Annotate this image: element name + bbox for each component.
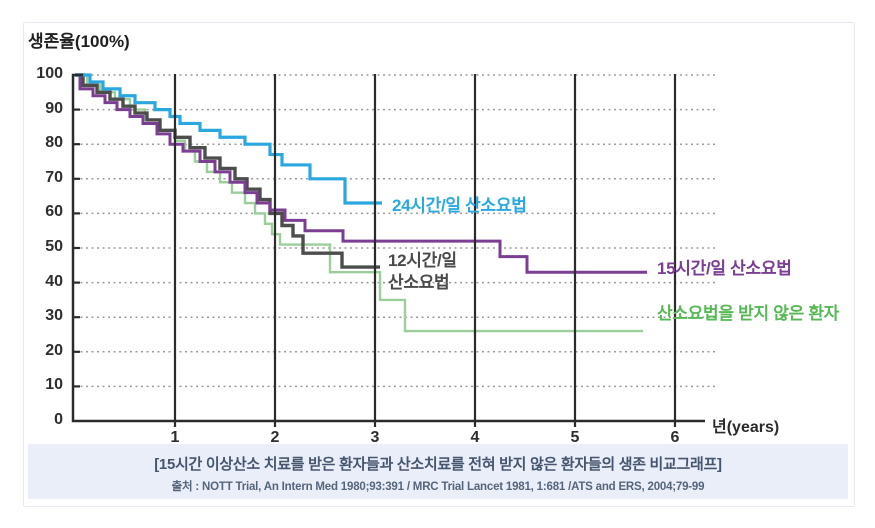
survival-curve-oxygen-24h — [75, 73, 382, 205]
chart-panel — [23, 22, 855, 507]
axis-line — [71, 73, 705, 423]
survival-curve-oxygen-15h — [75, 73, 647, 274]
survival-curve-oxygen-12h — [75, 73, 380, 269]
caption-band: [15시간 이상산소 치료를 받은 환자들과 산소치료를 전혀 받지 않은 환자… — [28, 444, 848, 499]
caption-title: [15시간 이상산소 치료를 받은 환자들과 산소치료를 전혀 받지 않은 환자… — [154, 456, 722, 473]
caption-source: 출처 : NOTT Trial, An Intern Med 1980;93:3… — [171, 481, 705, 493]
